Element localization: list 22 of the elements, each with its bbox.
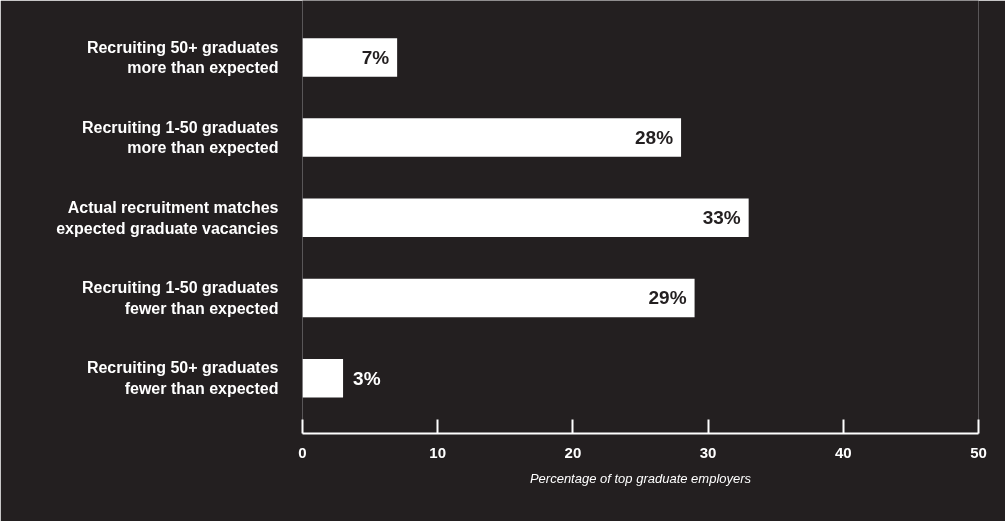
y-tick-label: Recruiting 50+ graduates fewer than expected xyxy=(86,359,279,397)
data-label: 3% xyxy=(353,367,381,389)
y-tick-label: Recruiting 1-50 graduates more than expected xyxy=(82,118,279,157)
bar xyxy=(302,38,398,77)
x-tick-label: 20 xyxy=(564,443,582,461)
y-tick-label: Recruiting 50+ graduates more than expected xyxy=(86,38,279,77)
bar xyxy=(302,198,749,238)
data-label: 33% xyxy=(702,207,741,229)
x-tick-label: 0 xyxy=(298,443,307,461)
x-tick-label: 50 xyxy=(970,443,987,461)
bar xyxy=(302,278,695,318)
y-tick-label: Recruiting 1-50 graduates fewer than expected xyxy=(82,279,279,317)
x-axis-title: Percentage of top graduate employers xyxy=(529,470,752,486)
x-tick-label: 30 xyxy=(699,443,717,461)
x-tick-label: 40 xyxy=(834,443,852,461)
bar xyxy=(302,358,344,398)
bar xyxy=(302,118,682,157)
y-tick-label: Actual recruitment matches expected graduate vacancies xyxy=(56,199,279,237)
data-label: 29% xyxy=(648,287,687,309)
x-tick-label: 10 xyxy=(429,443,447,461)
data-label: 28% xyxy=(635,127,674,149)
data-label: 7% xyxy=(361,46,390,68)
